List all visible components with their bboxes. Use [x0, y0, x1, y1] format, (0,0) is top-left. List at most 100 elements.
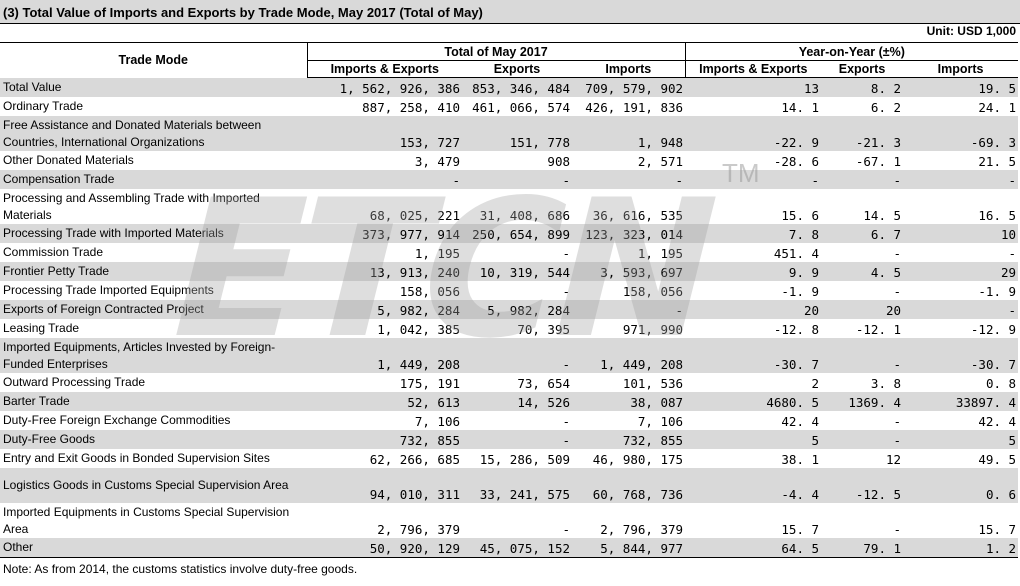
table-row: Processing and Assembling Trade with Imp… [0, 189, 1018, 224]
row-label: Duty-Free Goods [0, 430, 307, 449]
row-label: Frontier Petty Trade [0, 262, 307, 281]
cell-yoy-imports-exports: 42. 4 [781, 414, 820, 429]
cell-yoy-imports-exports: 64. 5 [685, 538, 822, 558]
cell-total-exports: - [562, 284, 570, 299]
cell-total-imports: 1, 948 [572, 116, 686, 151]
row-label: Commission Trade [3, 245, 104, 259]
cell-yoy-exports: 14. 5 [863, 208, 902, 223]
cell-total-exports: 853, 346, 484 [462, 77, 572, 97]
row-label: Exports of Foreign Contracted Project [0, 300, 307, 319]
table-row: Frontier Petty Trade 13, 913, 240 10, 319,… [0, 262, 1019, 281]
cell-yoy-imports: -12. 9 [970, 322, 1017, 337]
cell-yoy-exports: - [821, 430, 904, 449]
cell-yoy-imports: 49. 5 [978, 452, 1017, 467]
table-row: Free Assistance and Donated Materials be… [0, 116, 1019, 151]
cell-yoy-exports: 1369. 4 [821, 392, 904, 411]
header-yoy-group: Year-on-Year (±%) [684, 42, 1019, 61]
table-row: Leasing Trade 1, 042, 385 70, 395 971, 990 -… [0, 319, 1018, 338]
cell-yoy-exports: 6. 7 [821, 224, 904, 243]
cell-yoy-exports: - [821, 170, 904, 189]
row-label: Processing Trade with Imported Materials [0, 224, 307, 243]
cell-total-imports-exports: 5, 982, 284 [307, 300, 462, 319]
cell-yoy-exports: -67. 1 [855, 154, 902, 169]
header-total-imports-exports: Imports & Exports [306, 60, 462, 78]
header-total-exports: Exports [462, 60, 572, 78]
row-label: Ordinary Trade [3, 99, 84, 113]
cell-yoy-exports: 12 [885, 452, 902, 467]
cell-yoy-exports: -12. 5 [821, 468, 904, 503]
cell-total-exports: 33, 241, 575 [462, 468, 572, 503]
table-row: Other 50, 920, 129 45, 075, 152 5, 844, 977… [0, 538, 1019, 558]
cell-yoy-imports: -1. 9 [978, 284, 1017, 299]
table-row: Total Value 1, 562, 926, 386 853, 346, 484… [0, 77, 1019, 97]
cell-yoy-imports: -30. 7 [903, 338, 1019, 373]
cell-total-exports: 10, 319, 544 [462, 262, 572, 281]
row-label: Logistics Goods in Customs Special Super… [0, 468, 307, 503]
cell-total-imports: 7, 106 [637, 414, 684, 429]
table-row: Processing Trade Imported Equipments 158,… [0, 281, 1018, 300]
cell-total-exports: 5, 982, 284 [462, 300, 572, 319]
table-row: Ordinary Trade 887, 258, 410 461, 066, 574… [0, 97, 1018, 116]
cell-yoy-exports: - [893, 246, 902, 261]
cell-total-exports: 250, 654, 899 [462, 224, 572, 243]
cell-yoy-imports-exports: 15. 6 [781, 208, 820, 223]
header-total-group: Total of May 2017 [306, 42, 686, 61]
row-label: Barter Trade [0, 392, 307, 411]
cell-total-imports-exports: 2, 796, 379 [377, 522, 460, 537]
cell-total-imports: 46, 980, 175 [592, 452, 684, 467]
cell-total-imports: 971, 990 [622, 322, 684, 337]
cell-total-exports: - [562, 414, 570, 429]
table-row: Logistics Goods in Customs Special Super… [0, 468, 1019, 503]
header-yoy-imports: Imports [903, 60, 1019, 78]
cell-total-imports: 123, 323, 014 [572, 224, 686, 243]
cell-yoy-exports: 20 [821, 300, 904, 319]
cell-yoy-exports: -21. 3 [821, 116, 904, 151]
cell-yoy-imports-exports: -12. 8 [773, 322, 820, 337]
cell-yoy-imports: 5 [903, 430, 1019, 449]
row-label: Duty-Free Foreign Exchange Commodities [3, 413, 231, 427]
trade-mode-table: Trade Mode Total of May 2017 Year-on-Yea… [0, 42, 1019, 558]
cell-yoy-exports: 3. 8 [870, 376, 902, 391]
cell-total-imports-exports: 52, 613 [307, 392, 462, 411]
cell-yoy-imports-exports: 13 [685, 77, 822, 97]
table-row: Outward Processing Trade 175, 191 73, 654 1… [0, 373, 1018, 392]
header-yoy-imports-exports: Imports & Exports [684, 60, 822, 78]
table-row: Barter Trade 52, 613 14, 526 38, 087 4680. 5… [0, 392, 1019, 411]
cell-total-imports-exports: 50, 920, 129 [307, 538, 462, 558]
cell-yoy-imports: 42. 4 [978, 414, 1017, 429]
cell-total-imports-exports: 158, 056 [399, 284, 460, 299]
table-title: (3) Total Value of Imports and Exports b… [3, 5, 483, 20]
cell-total-imports-exports: - [307, 170, 462, 189]
cell-total-imports: 38, 087 [572, 392, 686, 411]
cell-yoy-exports: 79. 1 [821, 538, 904, 558]
table-title-bar: (3) Total Value of Imports and Exports b… [0, 0, 1020, 24]
cell-total-imports-exports: 62, 266, 685 [369, 452, 460, 467]
row-label: Processing Trade Imported Equipments [3, 283, 214, 297]
cell-yoy-imports: 15. 7 [978, 522, 1017, 537]
table-row: Entry and Exit Goods in Bonded Supervisi… [0, 449, 1018, 468]
cell-yoy-imports-exports: -22. 9 [685, 116, 822, 151]
cell-yoy-imports: 24. 1 [978, 100, 1017, 115]
cell-total-imports: 36, 616, 535 [592, 208, 684, 223]
cell-total-imports: 1, 195 [637, 246, 684, 261]
cell-total-imports-exports: 7, 106 [414, 414, 460, 429]
cell-total-exports: - [562, 522, 570, 537]
cell-total-imports-exports: 153, 727 [307, 116, 462, 151]
row-label: Entry and Exit Goods in Bonded Supervisi… [3, 451, 270, 465]
cell-total-imports-exports: 13, 913, 240 [307, 262, 462, 281]
cell-yoy-imports-exports: 38. 1 [781, 452, 820, 467]
cell-yoy-imports-exports: 5 [685, 430, 822, 449]
header-trade-mode: Trade Mode [0, 42, 307, 78]
header-yoy-exports: Exports [821, 60, 904, 78]
cell-total-imports: 5, 844, 977 [572, 538, 686, 558]
cell-yoy-imports-exports: - [685, 170, 822, 189]
cell-yoy-exports: 8. 2 [821, 77, 904, 97]
cell-total-exports: 908 [547, 154, 570, 169]
cell-total-exports: - [462, 338, 572, 373]
cell-yoy-imports: - [903, 300, 1019, 319]
cell-yoy-imports: 21. 5 [978, 154, 1017, 169]
cell-yoy-imports-exports: 4680. 5 [685, 392, 822, 411]
cell-yoy-imports: - [903, 170, 1019, 189]
table-row: Imported Equipments in Customs Special S… [0, 503, 1018, 538]
cell-total-exports: 14, 526 [462, 392, 572, 411]
